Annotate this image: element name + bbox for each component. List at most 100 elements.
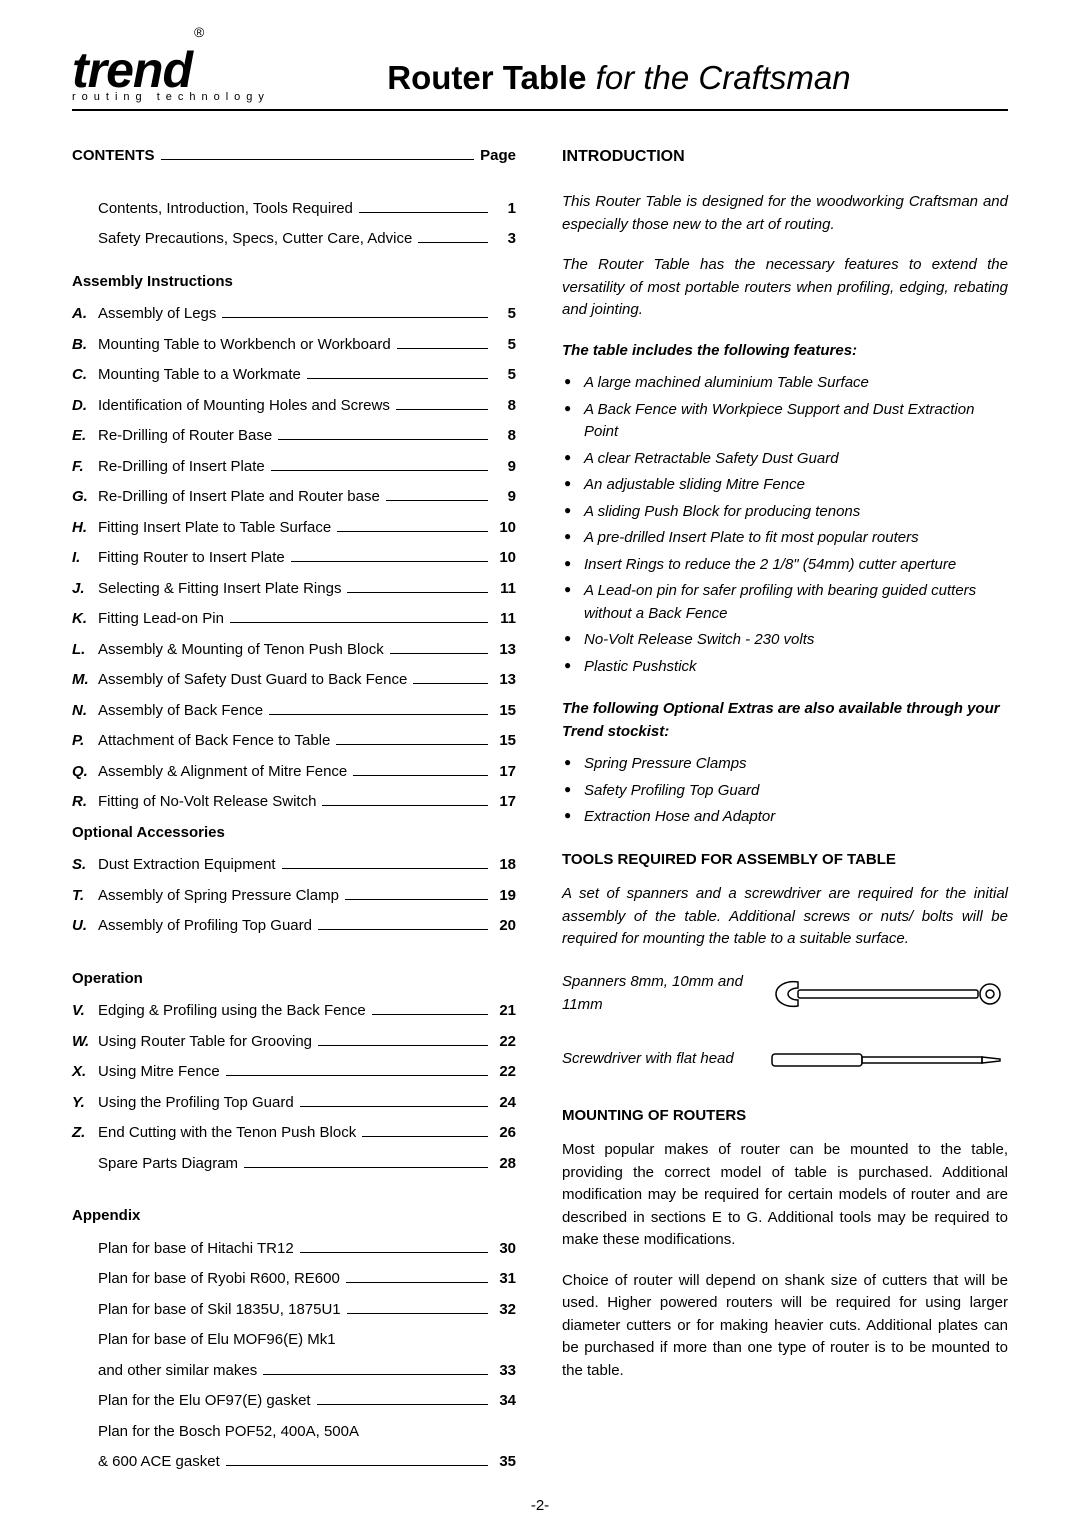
mount-para1: Most popular makes of router can be moun…	[562, 1139, 1008, 1252]
right-column: INTRODUCTION This Router Table is design…	[562, 145, 1008, 1482]
main-columns: CONTENTS Page Contents, Introduction, To…	[72, 145, 1008, 1482]
toc-row: L.Assembly & Mounting of Tenon Push Bloc…	[72, 639, 516, 662]
toc-fill	[307, 378, 488, 379]
toc-fill	[346, 1282, 488, 1283]
toc-text: Plan for the Bosch POF52, 400A, 500A	[98, 1421, 359, 1444]
toc-text: Spare Parts Diagram	[98, 1153, 238, 1176]
toc-row: B.Mounting Table to Workbench or Workboa…	[72, 334, 516, 357]
toc-text: End Cutting with the Tenon Push Block	[98, 1122, 356, 1145]
mount-para2: Choice of router will depend on shank si…	[562, 1270, 1008, 1383]
toc-fill	[386, 500, 488, 501]
toc-fill	[291, 561, 488, 562]
toc-text: Plan for base of Hitachi TR12	[98, 1238, 294, 1261]
toc-text: Fitting Lead-on Pin	[98, 608, 224, 631]
toc-letter: X.	[72, 1061, 98, 1084]
toc-fill	[362, 1136, 488, 1137]
toc-page: 5	[494, 334, 516, 357]
toc-fill	[390, 653, 488, 654]
toc-assembly-section: A.Assembly of Legs5 B.Mounting Table to W…	[72, 303, 516, 814]
toc-letter: N.	[72, 700, 98, 723]
toc-fill	[337, 531, 488, 532]
toc-text: Identification of Mounting Holes and Scr…	[98, 395, 390, 418]
toc-row: Plan for base of Hitachi TR1230	[98, 1238, 516, 1261]
toc-fill	[372, 1014, 488, 1015]
intro-para1: This Router Table is designed for the wo…	[562, 191, 1008, 236]
title-italic: for the Craftsman	[587, 59, 851, 96]
feature-item: A pre-drilled Insert Plate to fit most p…	[562, 527, 1008, 550]
toc-text: Plan for the Elu OF97(E) gasket	[98, 1390, 311, 1413]
toc-row: M.Assembly of Safety Dust Guard to Back …	[72, 669, 516, 692]
toc-page: 15	[494, 730, 516, 753]
toc-letter: W.	[72, 1031, 98, 1054]
toc-fill	[282, 868, 488, 869]
toc-row: R.Fitting of No-Volt Release Switch17	[72, 791, 516, 814]
toc-letter: P.	[72, 730, 98, 753]
toc-page: 22	[494, 1031, 516, 1054]
toc-text: Mounting Table to a Workmate	[98, 364, 301, 387]
toc-text: Contents, Introduction, Tools Required	[98, 198, 353, 221]
toc-row: Plan for the Bosch POF52, 400A, 500A	[98, 1421, 516, 1444]
logo-registered: ®	[194, 24, 204, 40]
toc-fill	[300, 1106, 488, 1107]
toc-fill	[300, 1252, 488, 1253]
logo-text: trend	[72, 42, 192, 98]
toc-letter: Q.	[72, 761, 98, 784]
optional-heading: Optional Accessories	[72, 822, 516, 845]
toc-fill	[345, 899, 488, 900]
screwdriver-icon	[768, 1048, 1008, 1072]
toc-row: Q.Assembly & Alignment of Mitre Fence 17	[72, 761, 516, 784]
toc-operation-section: V.Edging & Profiling using the Back Fenc…	[72, 1000, 516, 1175]
toc-fill	[226, 1465, 488, 1466]
toc-row: A.Assembly of Legs5	[72, 303, 516, 326]
feature-item: Insert Rings to reduce the 2 1/8" (54mm)…	[562, 554, 1008, 577]
toc-row: Y.Using the Profiling Top Guard24	[72, 1092, 516, 1115]
toc-row: P.Attachment of Back Fence to Table 15	[72, 730, 516, 753]
toc-letter: T.	[72, 885, 98, 908]
features-list: A large machined aluminium Table Surface…	[562, 372, 1008, 678]
toc-fill	[347, 592, 488, 593]
toc-page: 15	[494, 700, 516, 723]
extra-item: Safety Profiling Top Guard	[562, 780, 1008, 803]
toc-letter: B.	[72, 334, 98, 357]
toc-page: 31	[494, 1268, 516, 1291]
toc-text: Re-Drilling of Insert Plate and Router b…	[98, 486, 380, 509]
toc-fill	[359, 212, 488, 213]
toc-fill	[396, 409, 488, 410]
toc-text: Assembly of Legs	[98, 303, 216, 326]
toc-text: Assembly & Alignment of Mitre Fence	[98, 761, 347, 784]
toc-letter: Z.	[72, 1122, 98, 1145]
spanner-icon	[768, 974, 1008, 1014]
toc-text: Attachment of Back Fence to Table	[98, 730, 330, 753]
toc-text: Using Mitre Fence	[98, 1061, 220, 1084]
toc-letter: R.	[72, 791, 98, 814]
toc-page: 17	[494, 761, 516, 784]
toc-page: 33	[494, 1360, 516, 1383]
mount-heading: MOUNTING OF ROUTERS	[562, 1105, 1008, 1128]
toc-row: X.Using Mitre Fence22	[72, 1061, 516, 1084]
toc-fill	[271, 470, 488, 471]
toc-text: Re-Drilling of Insert Plate	[98, 456, 265, 479]
toc-text: Fitting Insert Plate to Table Surface	[98, 517, 331, 540]
appendix-heading: Appendix	[72, 1205, 516, 1228]
toc-fill	[244, 1167, 488, 1168]
feature-item: A Lead-on pin for safer profiling with b…	[562, 580, 1008, 625]
toc-row: Contents, Introduction, Tools Required1	[98, 198, 516, 221]
toc-fill	[269, 714, 488, 715]
toc-row: G.Re-Drilling of Insert Plate and Router…	[72, 486, 516, 509]
toc-page: 9	[494, 456, 516, 479]
toc-row: N.Assembly of Back Fence15	[72, 700, 516, 723]
tool-screwdriver-label: Screwdriver with flat head	[562, 1048, 748, 1071]
page-number: -2-	[0, 1497, 1080, 1514]
toc-text: Edging & Profiling using the Back Fence	[98, 1000, 366, 1023]
toc-letter: K.	[72, 608, 98, 631]
toc-letter: G.	[72, 486, 98, 509]
toc-page: 20	[494, 915, 516, 938]
toc-row: C.Mounting Table to a Workmate5	[72, 364, 516, 387]
extra-item: Extraction Hose and Adaptor	[562, 806, 1008, 829]
tool-spanner-label: Spanners 8mm, 10mm and 11mm	[562, 971, 748, 1016]
contents-fill	[161, 159, 475, 160]
left-column: CONTENTS Page Contents, Introduction, To…	[72, 145, 516, 1482]
toc-row: and other similar makes33	[98, 1360, 516, 1383]
toc-text: Safety Precautions, Specs, Cutter Care, …	[98, 228, 412, 251]
toc-page: 11	[494, 608, 516, 631]
